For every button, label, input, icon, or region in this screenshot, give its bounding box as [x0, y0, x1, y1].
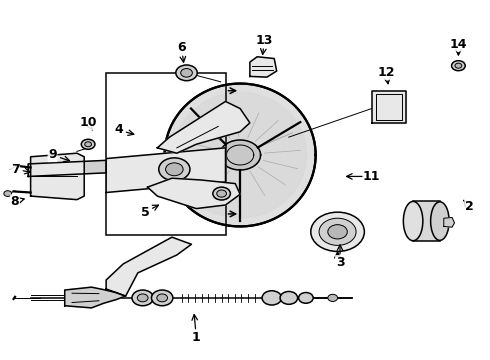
Polygon shape: [147, 178, 240, 208]
Polygon shape: [413, 202, 440, 241]
Polygon shape: [444, 217, 455, 227]
Circle shape: [262, 291, 282, 305]
Ellipse shape: [431, 202, 449, 240]
Circle shape: [151, 290, 173, 306]
Circle shape: [132, 290, 153, 306]
Polygon shape: [250, 57, 277, 77]
Polygon shape: [240, 123, 307, 218]
Text: 5: 5: [141, 206, 149, 219]
Text: 10: 10: [79, 116, 97, 129]
Polygon shape: [193, 92, 298, 148]
Ellipse shape: [403, 202, 423, 241]
Text: 4: 4: [114, 123, 122, 136]
Text: 9: 9: [48, 148, 57, 162]
Circle shape: [81, 139, 95, 149]
Circle shape: [137, 294, 148, 302]
Text: 1: 1: [192, 331, 200, 344]
Circle shape: [213, 187, 230, 200]
Polygon shape: [106, 148, 225, 193]
Circle shape: [176, 65, 197, 81]
Text: 13: 13: [256, 34, 273, 47]
Circle shape: [166, 163, 183, 176]
Circle shape: [159, 158, 190, 181]
Circle shape: [452, 61, 465, 71]
Polygon shape: [173, 111, 240, 218]
Polygon shape: [65, 287, 125, 308]
Text: 14: 14: [450, 38, 467, 51]
Text: 12: 12: [377, 66, 395, 79]
Circle shape: [328, 294, 338, 301]
Polygon shape: [157, 102, 250, 153]
Polygon shape: [28, 160, 106, 176]
Polygon shape: [220, 140, 261, 170]
Circle shape: [217, 190, 226, 197]
Circle shape: [311, 212, 365, 251]
Text: 8: 8: [11, 195, 19, 208]
Text: 7: 7: [11, 163, 20, 176]
Circle shape: [328, 225, 347, 239]
Circle shape: [181, 68, 193, 77]
Text: 6: 6: [177, 41, 186, 54]
Polygon shape: [30, 153, 84, 200]
Circle shape: [455, 63, 462, 68]
Text: 3: 3: [336, 256, 344, 269]
Text: 11: 11: [363, 170, 380, 183]
Text: 2: 2: [465, 200, 473, 213]
Circle shape: [298, 293, 313, 303]
Circle shape: [4, 191, 12, 197]
Circle shape: [319, 218, 356, 246]
Circle shape: [280, 292, 297, 304]
Polygon shape: [106, 237, 192, 296]
Polygon shape: [165, 84, 316, 226]
Circle shape: [85, 142, 92, 147]
Polygon shape: [372, 91, 406, 123]
Circle shape: [157, 294, 168, 302]
